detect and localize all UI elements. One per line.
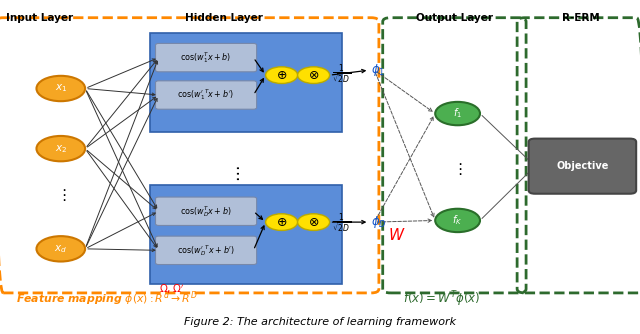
Text: $\phi_1$: $\phi_1$ xyxy=(371,62,385,78)
Circle shape xyxy=(435,102,480,125)
Text: $\dfrac{1}{\sqrt{2D}}$: $\dfrac{1}{\sqrt{2D}}$ xyxy=(332,211,351,233)
Text: $x_1$: $x_1$ xyxy=(54,82,67,95)
Text: $\cos(w_1^Tx+b)$: $\cos(w_1^Tx+b)$ xyxy=(180,50,232,65)
Text: $f_1$: $f_1$ xyxy=(453,107,462,121)
Circle shape xyxy=(36,136,85,161)
Text: $\otimes$: $\otimes$ xyxy=(308,216,319,228)
Text: Objective: Objective xyxy=(556,161,609,171)
Text: Figure 2: The architecture of learning framework: Figure 2: The architecture of learning f… xyxy=(184,317,456,327)
Circle shape xyxy=(266,67,298,84)
Text: $\vdots$: $\vdots$ xyxy=(452,161,463,177)
Text: $\Omega, \Omega'$: $\Omega, \Omega'$ xyxy=(159,282,184,296)
Text: $\otimes$: $\otimes$ xyxy=(308,69,319,81)
FancyBboxPatch shape xyxy=(156,197,257,225)
Circle shape xyxy=(298,67,330,84)
Text: $\phi_D$: $\phi_D$ xyxy=(371,214,387,230)
Circle shape xyxy=(266,214,298,230)
Text: $f(x) = W^T\phi(x)$: $f(x) = W^T\phi(x)$ xyxy=(403,289,481,309)
Text: Feature mapping $\phi(x): R^d \rightarrow R^D$: Feature mapping $\phi(x): R^d \rightarro… xyxy=(16,290,198,308)
Circle shape xyxy=(36,76,85,101)
Circle shape xyxy=(36,236,85,262)
Circle shape xyxy=(298,214,330,230)
Text: $f_K$: $f_K$ xyxy=(452,213,463,227)
Text: Input Layer: Input Layer xyxy=(6,13,74,23)
FancyBboxPatch shape xyxy=(150,185,342,284)
Text: R-ERM: R-ERM xyxy=(563,13,600,23)
FancyBboxPatch shape xyxy=(529,139,636,194)
Text: $W$: $W$ xyxy=(388,227,406,243)
Circle shape xyxy=(435,209,480,232)
Text: Hidden Layer: Hidden Layer xyxy=(185,13,263,23)
FancyBboxPatch shape xyxy=(156,236,257,265)
FancyBboxPatch shape xyxy=(156,43,257,72)
FancyBboxPatch shape xyxy=(156,81,257,109)
Text: $x_d$: $x_d$ xyxy=(54,243,67,255)
Text: Output Layer: Output Layer xyxy=(416,13,493,23)
Text: $\cdots$: $\cdots$ xyxy=(228,165,246,182)
FancyBboxPatch shape xyxy=(150,33,342,132)
Text: $\cos(w_D^Tx+b)$: $\cos(w_D^Tx+b)$ xyxy=(180,204,232,219)
Text: $\cos(w_1'^Tx+b')$: $\cos(w_1'^Tx+b')$ xyxy=(177,88,235,103)
Text: $\cos(w_D'^Tx+b')$: $\cos(w_D'^Tx+b')$ xyxy=(177,243,235,258)
Text: $\vdots$: $\vdots$ xyxy=(56,187,66,203)
Text: $\dfrac{1}{\sqrt{2D}}$: $\dfrac{1}{\sqrt{2D}}$ xyxy=(332,62,351,85)
Text: $\oplus$: $\oplus$ xyxy=(276,216,287,228)
Text: $x_2$: $x_2$ xyxy=(54,143,67,155)
Text: $\oplus$: $\oplus$ xyxy=(276,69,287,81)
